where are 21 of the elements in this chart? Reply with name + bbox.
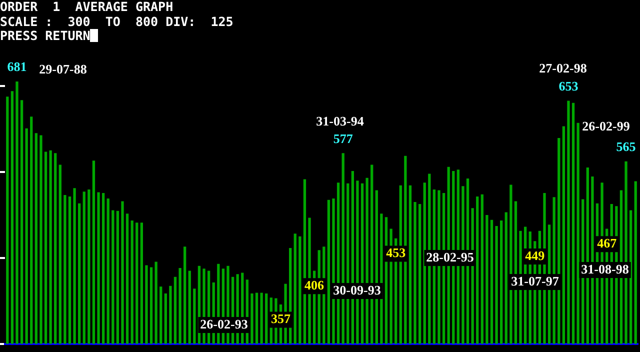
annotation: 26-02-99	[582, 118, 630, 134]
data-label: 565	[616, 139, 636, 154]
annotation: 26-02-93	[200, 316, 248, 332]
annotation: PRESS RETURN	[0, 28, 90, 43]
data-label: 406	[304, 277, 325, 292]
data-label: 681	[7, 59, 27, 74]
annotation: 30-09-93	[333, 282, 382, 298]
data-label: 453	[386, 245, 406, 260]
annotation: 31-07-97	[511, 273, 560, 288]
data-label: 467	[597, 235, 618, 250]
annotation: 27-02-98	[539, 60, 588, 76]
annotation: 29-07-88	[39, 61, 88, 76]
data-label: 357	[270, 311, 291, 326]
annotation: 31-08-98	[581, 261, 630, 276]
chart-title: ORDER 1 AVERAGE GRAPH	[0, 0, 174, 14]
data-label: 577	[333, 130, 354, 146]
annotation: 31-03-94	[316, 113, 364, 128]
data-label: 449	[525, 248, 546, 263]
data-label: 653	[558, 78, 579, 94]
text: SCALE : 300 TO 800 DIV: 125	[0, 14, 234, 29]
annotation: 28-02-95	[426, 249, 474, 264]
